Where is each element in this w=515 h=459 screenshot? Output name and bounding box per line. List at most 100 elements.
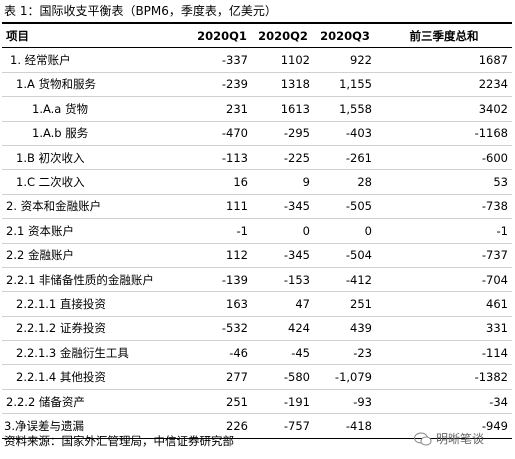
value-cell: 277	[192, 364, 252, 390]
value-cell: -738	[376, 194, 512, 220]
table-row: 1.A.b 服务 -470 -295 -403 -1168	[2, 121, 512, 146]
value-cell: -1382	[376, 364, 512, 390]
table-row: 1.A 货物和服务 -239 1318 1,155 2234	[2, 72, 512, 98]
value-cell: -504	[314, 243, 376, 268]
value-cell: 231	[192, 96, 252, 122]
item-cell: 1.C 二次收入	[2, 169, 192, 195]
value-cell: 1,558	[314, 96, 376, 122]
table-body: 1. 经常账户 -337 1102 922 1687 1.A 货物和服务 -239 1318 1…	[2, 47, 512, 439]
value-cell: -337	[192, 47, 252, 73]
value-cell: -737	[376, 243, 512, 268]
value-cell: 9	[252, 169, 314, 195]
table-row: 2.2 金融账户 112 -345 -504 -737	[2, 243, 512, 268]
item-cell: 2.1 资本账户	[2, 218, 192, 244]
item-cell: 2.2.2 储备资产	[2, 389, 192, 415]
header-cell: 前三季度总和	[376, 22, 512, 49]
table-header: 项目 2020Q1 2020Q2 2020Q3 前三季度总和	[2, 22, 512, 49]
value-cell: 112	[192, 243, 252, 268]
value-cell: 251	[314, 291, 376, 317]
value-cell: 1318	[252, 72, 314, 98]
value-cell: 111	[192, 194, 252, 220]
value-cell: 1102	[252, 47, 314, 73]
value-cell: -1168	[376, 121, 512, 146]
header-cell: 项目	[2, 22, 192, 49]
table-row: 1.B 初次收入 -113 -225 -261 -600	[2, 145, 512, 171]
value-cell: -580	[252, 364, 314, 390]
value-cell: -93	[314, 389, 376, 415]
value-cell: -34	[376, 389, 512, 415]
value-cell: -345	[252, 194, 314, 220]
value-cell: 424	[252, 316, 314, 342]
value-cell: 439	[314, 316, 376, 342]
item-cell: 2.2.1.4 其他投资	[2, 364, 192, 390]
table-row: 2.2.2 储备资产 251 -191 -93 -34	[2, 389, 512, 415]
watermark-icon	[414, 432, 432, 445]
value-cell: 47	[252, 291, 314, 317]
table-row: 1. 经常账户 -337 1102 922 1687	[2, 47, 512, 73]
item-cell: 2.2.1.2 证券投资	[2, 316, 192, 342]
header-cell: 2020Q1	[192, 22, 252, 49]
value-cell: -412	[314, 267, 376, 293]
value-cell: 0	[314, 218, 376, 244]
value-cell: 3402	[376, 96, 512, 122]
value-cell: -225	[252, 145, 314, 171]
value-cell: -261	[314, 145, 376, 171]
value-cell: -403	[314, 121, 376, 146]
header-cell: 2020Q2	[252, 22, 314, 49]
value-cell: 28	[314, 169, 376, 195]
value-cell: -600	[376, 145, 512, 171]
table-row: 2.2.1.4 其他投资 277 -580 -1,079 -1382	[2, 364, 512, 390]
value-cell: 1,155	[314, 72, 376, 98]
item-cell: 1.A.a 货物	[2, 96, 192, 122]
table-row: 2.2.1.1 直接投资 163 47 251 461	[2, 291, 512, 317]
value-cell: -45	[252, 340, 314, 366]
value-cell: -949	[376, 413, 512, 439]
header-row: 项目 2020Q1 2020Q2 2020Q3 前三季度总和	[2, 22, 512, 49]
value-cell: -418	[314, 413, 376, 439]
value-cell: -139	[192, 267, 252, 293]
value-cell: 331	[376, 316, 512, 342]
item-cell: 1. 经常账户	[2, 47, 192, 73]
value-cell: 1687	[376, 47, 512, 73]
value-cell: 0	[252, 218, 314, 244]
value-cell: -505	[314, 194, 376, 220]
watermark-text: 明晰笔谈	[436, 432, 485, 446]
value-cell: -114	[376, 340, 512, 366]
value-cell: -345	[252, 243, 314, 268]
table-row: 1.A.a 货物 231 1613 1,558 3402	[2, 96, 512, 122]
value-cell: -1	[192, 218, 252, 244]
table-row: 1.C 二次收入 16 9 28 53	[2, 169, 512, 195]
item-cell: 2.2.1.1 直接投资	[2, 291, 192, 317]
value-cell: -295	[252, 121, 314, 146]
item-cell: 1.B 初次收入	[2, 145, 192, 171]
value-cell: -239	[192, 72, 252, 98]
table-row: 2.2.1.3 金融衍生工具 -46 -45 -23 -114	[2, 340, 512, 366]
value-cell: -23	[314, 340, 376, 366]
value-cell: -532	[192, 316, 252, 342]
value-cell: 461	[376, 291, 512, 317]
item-cell: 2.2.1.3 金融衍生工具	[2, 340, 192, 366]
value-cell: -704	[376, 267, 512, 293]
balance-table: 项目 2020Q1 2020Q2 2020Q3 前三季度总和 1. 经常账户 -337 11…	[2, 22, 512, 439]
table-row: 2.2.1 非储备性质的金融账户 -139 -153 -412 -704	[2, 267, 512, 293]
value-cell: 163	[192, 291, 252, 317]
table-row: 2. 资本和金融账户 111 -345 -505 -738	[2, 194, 512, 220]
table-row: 3.净误差与遗漏 226 -757 -418 -949	[2, 413, 512, 439]
value-cell: 251	[192, 389, 252, 415]
value-cell: -46	[192, 340, 252, 366]
value-cell: -1,079	[314, 364, 376, 390]
table-title: 表 1：国际收支平衡表（BPM6，季度表，亿美元）	[4, 4, 277, 18]
header-cell: 2020Q3	[314, 22, 376, 49]
value-cell: -191	[252, 389, 314, 415]
value-cell: -757	[252, 413, 314, 439]
item-cell: 1.A.b 服务	[2, 121, 192, 146]
source-note: 资料来源：国家外汇管理局，中信证券研究部	[4, 434, 234, 448]
value-cell: -153	[252, 267, 314, 293]
table-row: 2.1 资本账户 -1 0 0 -1	[2, 218, 512, 244]
table-row: 2.2.1.2 证券投资 -532 424 439 331	[2, 316, 512, 342]
value-cell: 2234	[376, 72, 512, 98]
watermark: 明晰笔谈	[414, 430, 484, 447]
item-cell: 3.净误差与遗漏	[2, 413, 192, 439]
item-cell: 2. 资本和金融账户	[2, 194, 192, 220]
